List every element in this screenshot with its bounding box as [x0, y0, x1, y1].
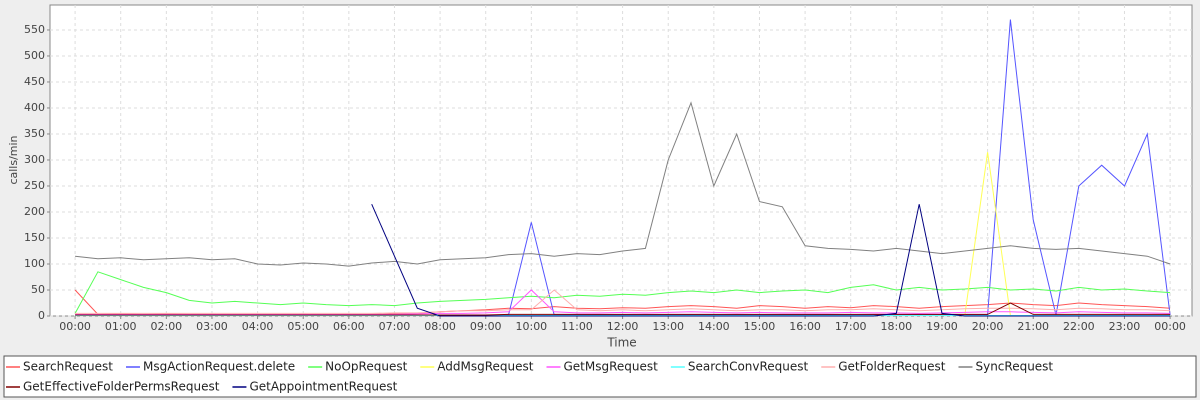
x-tick-label: 20:00 [972, 320, 1004, 333]
x-tick-label: 14:00 [698, 320, 730, 333]
legend-label: GetEffectiveFolderPermsRequest [23, 380, 220, 394]
legend-label: AddMsgRequest [437, 360, 533, 374]
x-tick-label: 00:00 [59, 320, 91, 333]
x-tick-label: 19:00 [926, 320, 958, 333]
x-tick-label: 17:00 [835, 320, 867, 333]
y-tick-label: 400 [24, 101, 45, 114]
x-tick-label: 18:00 [880, 320, 912, 333]
x-tick-label: 01:00 [105, 320, 137, 333]
y-tick-label: 50 [31, 283, 45, 296]
x-tick-label: 08:00 [424, 320, 456, 333]
series-line [74, 271, 1171, 314]
legend-label: NoOpRequest [325, 360, 407, 374]
x-tick-label: 15:00 [744, 320, 776, 333]
y-tick-label: 150 [24, 231, 45, 244]
x-tick-label: 06:00 [333, 320, 365, 333]
legend-label: SyncRequest [975, 360, 1053, 374]
x-tick-label: 21:00 [1017, 320, 1049, 333]
legend-label: SearchConvRequest [688, 360, 809, 374]
x-tick-label: 09:00 [470, 320, 502, 333]
x-tick-label: 04:00 [242, 320, 274, 333]
x-tick-label: 03:00 [196, 320, 228, 333]
legend [3, 355, 1197, 398]
x-tick-label: 00:00 [1154, 320, 1186, 333]
legend-items: SearchRequest MsgActionRequest.delete NoOp… [6, 360, 1053, 394]
series-line [75, 289, 1171, 315]
y-tick-label: 450 [24, 75, 45, 88]
legend-label: MsgActionRequest.delete [143, 360, 295, 374]
x-axis-label: Time [606, 336, 636, 350]
y-tick-label: 250 [24, 179, 45, 192]
x-tick-label: 23:00 [1109, 320, 1141, 333]
x-tick-label: 10:00 [515, 320, 547, 333]
y-tick-label: 200 [24, 205, 45, 218]
y-axis-label: calls/min [7, 135, 20, 184]
x-tick-label: 16:00 [789, 320, 821, 333]
x-tick-label: 07:00 [379, 320, 411, 333]
x-tick-label: 11:00 [561, 320, 593, 333]
series-line [75, 302, 1171, 316]
x-tick-label: 13:00 [652, 320, 684, 333]
series-line [75, 101, 1171, 267]
legend-label: GetMsgRequest [563, 360, 658, 374]
legend-label: GetFolderRequest [838, 360, 946, 374]
series-line [75, 289, 1171, 314]
x-tick-label: 02:00 [150, 320, 182, 333]
y-tick-label: 350 [24, 127, 45, 140]
legend-label: SearchRequest [23, 360, 113, 374]
y-tick-label: 550 [24, 23, 45, 36]
x-tick-label: 12:00 [607, 320, 639, 333]
y-tick-label: 300 [24, 153, 45, 166]
x-tick-label: 05:00 [287, 320, 319, 333]
plot-area [49, 4, 1193, 317]
series-line [371, 203, 1171, 317]
y-tick-label: 100 [24, 257, 45, 270]
y-tick-label: 500 [24, 49, 45, 62]
x-tick-label: 22:00 [1063, 320, 1095, 333]
y-tick-label: 0 [38, 309, 45, 322]
legend-label: GetAppointmentRequest [249, 380, 397, 394]
